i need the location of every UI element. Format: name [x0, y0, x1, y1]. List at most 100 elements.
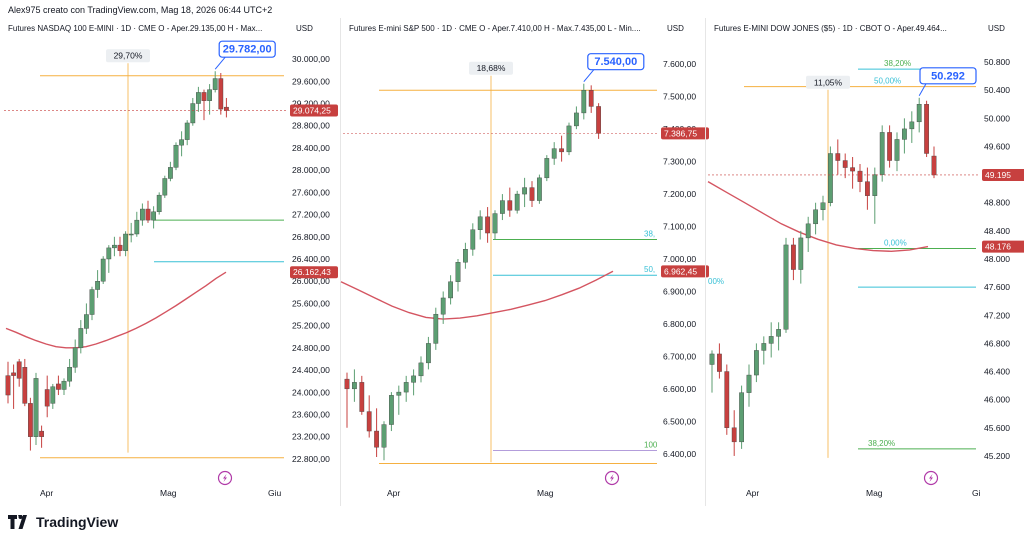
candle-body	[50, 386, 56, 404]
candle-body	[218, 78, 224, 110]
candle-body	[887, 132, 892, 161]
candle-body	[366, 411, 372, 432]
y-tick-label: 26.800,00	[292, 232, 330, 242]
y-tick-label: 26.400,00	[292, 254, 330, 264]
candle-body	[573, 112, 579, 127]
peak-callout-pointer	[583, 69, 595, 83]
candle-body	[529, 187, 535, 201]
candle-body	[857, 170, 863, 182]
candle-body	[22, 367, 28, 404]
y-tick-label: 27.600,00	[292, 187, 330, 197]
candle-body	[151, 211, 156, 221]
candle-body	[359, 382, 365, 412]
candle-body	[754, 350, 759, 376]
candle-body	[11, 372, 16, 376]
candle-body	[798, 237, 804, 270]
chart-panel-nasdaq[interactable]: Futures NASDAQ 100 E-MINI · 1D · CME O -…	[0, 18, 340, 506]
candle-body	[173, 144, 179, 168]
candle-body	[485, 216, 490, 234]
candle-body	[95, 281, 101, 290]
candle-body	[123, 233, 129, 251]
candle-body	[179, 139, 184, 146]
candle-body	[78, 328, 84, 349]
y-tick-label: 50.400	[984, 85, 1010, 95]
peak-callout-box	[587, 53, 645, 71]
candle-body	[411, 375, 417, 383]
peak-callout-text: 29.782,00	[223, 44, 272, 56]
y-tick-label: 7.000,00	[663, 254, 696, 264]
candle-body	[145, 208, 151, 221]
chart-title: Futures E-MINI DOW JONES ($5) · 1D · CBO…	[714, 24, 947, 33]
candle-body	[842, 160, 848, 168]
y-tick-label: 7.600,00	[663, 59, 696, 69]
price-tag-box	[661, 127, 709, 140]
peak-callout-pointer	[918, 83, 927, 97]
candle-body	[739, 392, 745, 443]
candle-body	[850, 167, 855, 172]
candle-body	[425, 343, 431, 364]
ma-tag-text: 6.962,45	[664, 266, 697, 276]
candle-body	[201, 92, 207, 101]
price-tag-text: 29.074,25	[293, 106, 331, 116]
y-tick-label: 24.800,00	[292, 343, 330, 353]
chart-nasdaq[interactable]: 30.000,00 29.600,00 29.200,00 28.800,00 28.4…	[0, 18, 340, 506]
y-tick-label: 29.600,00	[292, 76, 330, 86]
moving-average-line	[340, 270, 614, 320]
candle-body	[5, 375, 11, 396]
candle-body	[39, 430, 45, 437]
y-tick-label: 7.500,00	[663, 92, 696, 102]
peak-callout-box	[218, 40, 276, 58]
candle-body	[499, 200, 505, 214]
candle-body	[381, 424, 387, 448]
candle-body	[67, 367, 73, 382]
candle-body	[544, 158, 550, 179]
candle-body	[195, 92, 201, 104]
chart-sp500[interactable]: 7.600,007.500,007.400,007.300,007.200,00…	[340, 18, 709, 506]
chart-title: Futures NASDAQ 100 E-MINI · 1D · CME O -…	[8, 24, 263, 33]
candle-body	[344, 378, 350, 390]
candle-body	[581, 89, 587, 114]
candle-body	[909, 121, 915, 130]
panel-divider	[705, 18, 706, 506]
chart-title: Futures E-mini S&P 500 · 1D · CME O - Ap…	[349, 24, 641, 33]
y-tick-label: 22.800,00	[292, 454, 330, 464]
fib-level-label: 38,	[644, 230, 655, 239]
peak-callout-text: 7.540,00	[594, 56, 637, 68]
candle-body	[731, 427, 737, 443]
creator-caption: Alex975 creato con TradingView.com, Mag …	[8, 5, 273, 15]
y-tick-label: 6.400,00	[663, 449, 696, 459]
x-tick-label: Apr	[40, 488, 53, 498]
candle-body	[864, 181, 870, 196]
candle-body	[588, 89, 594, 107]
ma-tag-text: 26.162,43	[293, 267, 331, 277]
y-tick-label: 50.000	[984, 113, 1010, 123]
candle-body	[83, 314, 89, 329]
candle-body	[776, 329, 782, 337]
moving-average-line	[5, 271, 227, 349]
candle-body	[223, 106, 229, 111]
candle-body	[134, 219, 140, 235]
y-tick-label: 24.000,00	[292, 387, 330, 397]
candle-body	[190, 103, 196, 124]
chart-panel-sp500[interactable]: Futures E-mini S&P 500 · 1D · CME O - Ap…	[340, 18, 709, 506]
candle-body	[566, 125, 572, 153]
candle-body	[167, 167, 173, 179]
price-tag-text: 7.386,75	[664, 128, 697, 138]
candle-body	[761, 343, 767, 351]
candle-body	[72, 347, 78, 368]
y-tick-label: 46.400	[984, 367, 1010, 377]
candle-body	[448, 281, 454, 299]
x-tick-label: Giu	[268, 488, 282, 498]
y-tick-label: 29.200,00	[292, 99, 330, 109]
y-tick-label: 24.400,00	[292, 365, 330, 375]
candle-body	[820, 202, 826, 210]
chart-panel-dow[interactable]: Futures E-MINI DOW JONES ($5) · 1D · CBO…	[706, 18, 1024, 506]
currency-label: USD	[296, 24, 313, 33]
y-tick-label: 45.600	[984, 423, 1010, 433]
y-tick-label: 48.800	[984, 198, 1010, 208]
range-percent-label: 11,05%	[814, 77, 843, 87]
candle-body	[207, 89, 212, 101]
y-tick-label: 49.600	[984, 141, 1010, 151]
chart-dow[interactable]: 50.80050.40050.00049.60049.20048.80048.4…	[706, 18, 1024, 506]
candle-body	[536, 177, 542, 201]
